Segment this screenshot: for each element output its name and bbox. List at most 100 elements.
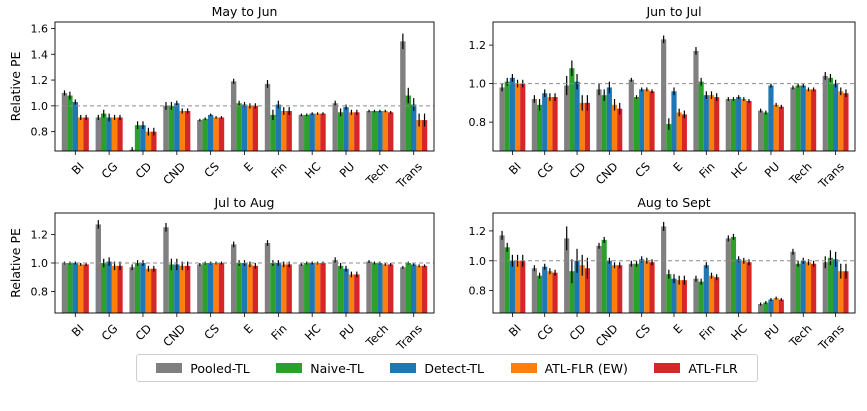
bar-naive-tl-cnd xyxy=(168,105,175,151)
x-tick-label-fin: Fin xyxy=(268,321,289,342)
bar-atl-flr-ew-cg xyxy=(111,265,118,313)
x-tick-label-pu: PU xyxy=(762,321,783,342)
bar-atl-flr-hc xyxy=(320,113,326,151)
bar-detect-tl-cd xyxy=(140,263,146,313)
bar-detect-tl-pu xyxy=(768,85,774,151)
bar-pooled-tl-tech xyxy=(790,251,796,313)
y-tick-label: 0.8 xyxy=(31,126,49,139)
bar-detect-tl-cs xyxy=(639,89,645,151)
bar-detect-tl-cnd xyxy=(606,87,612,151)
bar-naive-tl-fin xyxy=(270,114,276,151)
bar-atl-flr-e xyxy=(681,280,687,313)
bar-atl-flr-ew-pu xyxy=(348,274,355,313)
x-tick-label-pu: PU xyxy=(337,321,358,342)
bar-pooled-tl-pu xyxy=(758,110,764,151)
bar-pooled-tl-fin xyxy=(693,50,699,151)
bar-atl-flr-e xyxy=(252,105,259,151)
bar-naive-tl-tech xyxy=(371,111,378,151)
bar-pooled-tl-tech xyxy=(790,87,796,151)
x-tick-label-fin: Fin xyxy=(696,321,717,342)
x-tick-label-e: E xyxy=(241,159,256,174)
bar-detect-tl-tech xyxy=(800,260,806,313)
x-tick-label-tech: Tech xyxy=(786,321,815,350)
bar-pooled-tl-bi xyxy=(61,92,68,151)
bar-atl-flr-ew-e xyxy=(676,112,682,151)
legend-item-detect-tl: Detect-TL xyxy=(390,361,484,376)
bar-atl-flr-ew-cs xyxy=(213,117,219,151)
bar-pooled-tl-cg xyxy=(531,268,537,313)
bar-atl-flr-cg xyxy=(552,97,558,151)
bar-detect-tl-fin xyxy=(703,265,709,313)
bar-naive-tl-cg xyxy=(536,104,543,151)
y-tick-label: 1.2 xyxy=(31,228,49,241)
bar-pooled-tl-fin xyxy=(264,83,271,151)
bar-detect-tl-fin xyxy=(275,104,282,151)
panel-title: May to Jun xyxy=(212,4,278,19)
plot-frame xyxy=(54,21,435,152)
bar-naive-tl-trans xyxy=(827,77,834,151)
bar-atl-flr-pu xyxy=(778,106,784,151)
x-tick-label-hc: HC xyxy=(728,321,750,343)
bar-pooled-tl-tech xyxy=(366,111,372,151)
bar-pooled-tl-trans xyxy=(400,41,406,151)
bar-atl-flr-ew-hc xyxy=(314,113,321,151)
bar-atl-flr-e xyxy=(252,265,259,313)
bar-pooled-tl-e xyxy=(661,226,667,313)
panel-title: Jun to Jul xyxy=(645,4,701,19)
bar-atl-flr-hc xyxy=(746,262,752,313)
bar-atl-flr-cnd xyxy=(184,265,191,313)
bar-atl-flr-ew-fin xyxy=(708,275,715,313)
bar-naive-tl-cg xyxy=(536,275,543,313)
bar-naive-tl-e xyxy=(236,263,242,313)
x-tick-label-hc: HC xyxy=(728,159,750,181)
x-tick-label-bi: BI xyxy=(506,159,524,177)
bar-detect-tl-cd xyxy=(574,81,580,151)
y-tick-label: 1.0 xyxy=(31,257,49,270)
bar-detect-tl-e xyxy=(241,263,248,313)
bar-atl-flr-pu xyxy=(778,299,784,313)
bar-atl-flr-ew-cd xyxy=(579,102,585,151)
x-tick-label-cs: CS xyxy=(632,321,653,342)
bar-atl-flr-bi xyxy=(83,264,89,313)
bar-atl-flr-tech xyxy=(387,264,394,313)
legend-item-pooled-tl: Pooled-TL xyxy=(156,361,250,376)
bar-atl-flr-ew-trans xyxy=(416,265,422,313)
x-tick-label-cg: CG xyxy=(534,321,556,343)
y-axis-label: Relative PE xyxy=(8,228,23,298)
bar-pooled-tl-hc xyxy=(298,264,305,313)
bar-naive-tl-fin xyxy=(270,263,276,313)
bar-atl-flr-ew-cs xyxy=(213,263,219,313)
bar-atl-flr-cg xyxy=(552,272,558,313)
bar-atl-flr-tech xyxy=(811,263,817,313)
y-tick-label: 0.8 xyxy=(31,286,49,299)
bar-naive-tl-e xyxy=(236,103,242,151)
bar-naive-tl-pu xyxy=(763,302,769,313)
bar-detect-tl-cnd xyxy=(606,260,612,313)
bar-pooled-tl-cnd xyxy=(596,245,602,313)
bar-atl-flr-bi xyxy=(83,117,89,151)
bar-pooled-tl-cs xyxy=(197,120,203,151)
bar-naive-tl-pu xyxy=(337,112,344,151)
x-tick-label-e: E xyxy=(670,321,685,336)
x-tick-label-tech: Tech xyxy=(362,321,391,350)
bar-atl-flr-cd xyxy=(584,268,590,313)
legend-item-naive-tl: Naive-TL xyxy=(276,361,364,376)
bar-pooled-tl-cg xyxy=(95,117,102,151)
x-tick-label-cnd: CND xyxy=(593,159,621,187)
x-tick-label-cg: CG xyxy=(99,159,121,181)
x-tick-label-cg: CG xyxy=(99,321,121,343)
x-tick-label-cs: CS xyxy=(201,159,222,180)
bar-detect-tl-cg xyxy=(542,93,548,151)
bar-atl-flr-cs xyxy=(218,117,225,151)
bar-naive-tl-cnd xyxy=(601,95,607,151)
bar-naive-tl-cs xyxy=(202,118,208,151)
bar-pooled-tl-e xyxy=(230,81,237,151)
x-tick-label-tech: Tech xyxy=(786,159,815,188)
bar-atl-flr-cd xyxy=(584,102,590,151)
bar-detect-tl-cg xyxy=(106,117,112,151)
bar-naive-tl-pu xyxy=(337,265,344,313)
x-tick-label-trans: Trans xyxy=(815,321,847,353)
bar-naive-tl-cd xyxy=(569,271,575,313)
bar-atl-flr-ew-cs xyxy=(644,89,650,151)
plot-frame xyxy=(54,212,435,314)
